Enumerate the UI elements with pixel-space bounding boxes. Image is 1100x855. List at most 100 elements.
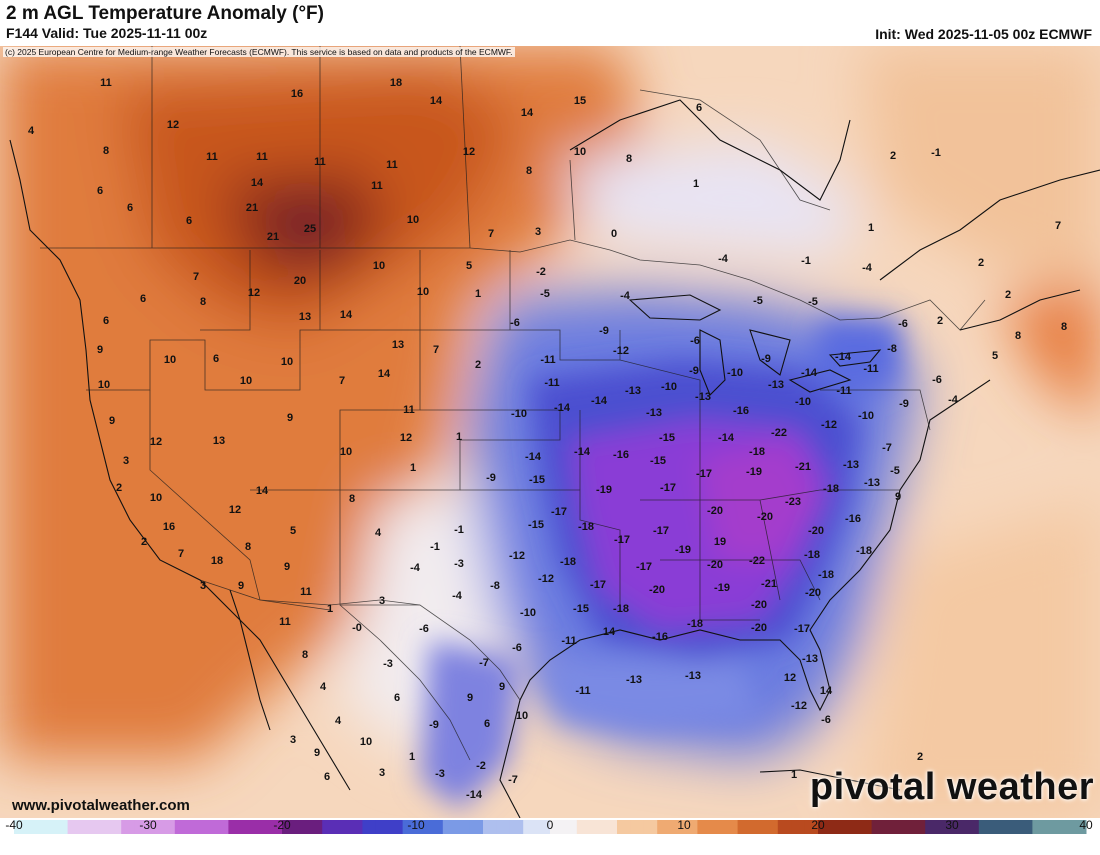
anomaly-label: 11 [403,404,415,416]
anomaly-label: 18 [211,555,223,567]
anomaly-label: 3 [535,226,541,238]
anomaly-label: -9 [761,353,771,365]
anomaly-label: -1 [430,541,440,553]
anomaly-label: 6 [140,293,146,305]
colorbar-swatch [925,820,940,834]
colorbar-swatch [1059,820,1074,834]
colorbar-swatch [965,820,980,834]
anomaly-label: -20 [751,622,767,634]
colorbar-swatch [603,820,618,834]
anomaly-label: 2 [141,536,147,548]
boundaries [40,46,986,761]
anomaly-label: -6 [510,317,520,329]
anomaly-label: 4 [320,681,327,693]
colorbar-swatch [161,820,176,834]
anomaly-label: 3 [379,595,385,607]
anomaly-label: 1 [409,751,415,763]
anomaly-label: -9 [429,719,439,731]
anomaly-label: -11 [575,685,590,697]
anomaly-label: 9 [109,415,115,427]
anomaly-label: -14 [525,451,542,463]
anomaly-label: -15 [528,519,544,531]
anomaly-label: -6 [932,374,942,386]
anomaly-label: -4 [452,590,463,602]
anomaly-label: -1 [454,524,464,536]
anomaly-label: -12 [509,550,525,562]
anomaly-label: 9 [895,491,901,503]
colorbar-swatch [121,820,136,834]
colorbar-swatch [818,820,832,834]
anomaly-label: 2 [937,315,943,327]
anomaly-label: -10 [511,408,527,420]
colorbar-swatch [911,820,926,834]
anomaly-label: 14 [521,107,534,119]
anomaly-label: -11 [544,377,559,389]
colorbar-tick-label: 0 [546,818,554,832]
anomaly-label: -2 [536,266,546,278]
anomaly-label: 10 [574,146,586,158]
anomaly-map: 11 16 18 14 14 15 6 4 12 8 11 11 11 11 12 10 8 8 6 14 11 1 2 -1… [0,46,1100,818]
anomaly-label: -13 [646,407,662,419]
colorbar-swatch [375,820,390,834]
colorbar-swatch [308,820,323,834]
anomaly-label: -17 [660,482,676,494]
anomaly-label: -5 [753,295,763,307]
anomaly-label: 1 [475,288,481,300]
anomaly-label: 10 [516,710,528,722]
anomaly-label: 8 [103,145,109,157]
anomaly-label: 8 [245,541,251,553]
anomaly-label: 13 [392,339,404,351]
colorbar-swatch [456,820,471,834]
anomaly-label: -18 [856,545,872,557]
colorbar-swatch [791,820,806,834]
anomaly-label: -10 [795,396,811,408]
anomaly-label: -14 [554,402,571,414]
anomaly-label: -14 [466,789,483,801]
anomaly-label: 2 [475,359,481,371]
anomaly-label: -8 [887,343,897,355]
anomaly-label: -11 [561,635,576,647]
anomaly-label: -18 [749,446,765,458]
anomaly-label: 21 [267,231,279,243]
anomaly-label: -19 [714,582,730,594]
colorbar-swatch [255,820,270,834]
colorbar-swatch [295,820,310,834]
colorbar-swatch [1072,820,1087,834]
anomaly-label: -13 [685,670,701,682]
anomaly-label: -9 [899,398,909,410]
colorbar-swatch [14,820,28,834]
copyright-notice: (c) 2025 European Centre for Medium-rang… [3,47,515,57]
colorbar-swatch [952,820,966,834]
colorbar-swatch [27,820,42,834]
colorbar-tick-label: 40 [1079,818,1093,832]
anomaly-label: 9 [467,692,473,704]
anomaly-label: 8 [1061,321,1067,333]
anomaly-label: 10 [281,356,293,368]
anomaly-label: 11 [314,156,326,168]
colorbar-swatch [483,820,497,834]
anomaly-label: 21 [246,202,258,214]
colorbar-swatch [107,820,122,834]
anomaly-label: 13 [299,311,311,323]
anomaly-label: -4 [948,394,959,406]
anomaly-label: 11 [206,151,218,163]
anomaly-label: 8 [200,296,206,308]
colorbar-swatch [322,820,337,834]
colorbar-swatch [737,820,752,834]
anomaly-label: 4 [335,715,342,727]
colorbar-swatch [429,820,444,834]
anomaly-label: -5 [890,465,900,477]
anomaly-label: -6 [690,335,700,347]
anomaly-label: 12 [229,504,241,516]
anomaly-label: -14 [591,395,608,407]
anomaly-label: 11 [371,180,383,192]
anomaly-label: 10 [240,375,252,387]
anomaly-label: 9 [238,580,244,592]
anomaly-label: 15 [574,95,586,107]
website-link[interactable]: www.pivotalweather.com [12,797,190,814]
anomaly-label: 6 [484,718,490,730]
anomaly-fill [0,46,1100,818]
colorbar-tick-label: -10 [407,818,425,832]
anomaly-label: 12 [400,432,412,444]
